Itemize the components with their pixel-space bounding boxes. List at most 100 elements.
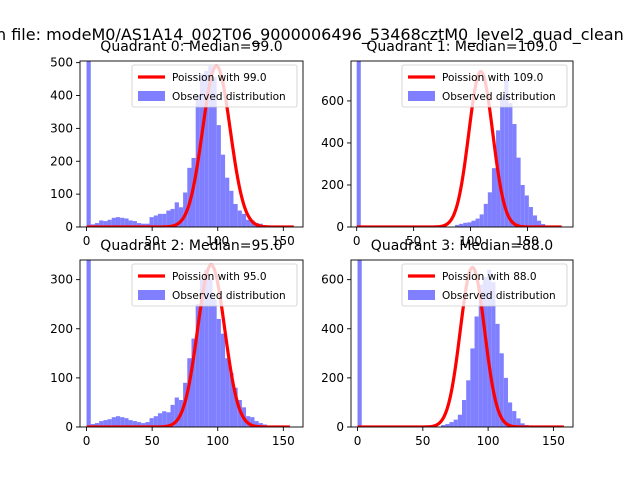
histogram-bar — [237, 210, 242, 227]
x-tick-label: 0 — [83, 434, 91, 448]
histogram-bar — [128, 220, 133, 227]
histogram-bar — [162, 213, 167, 227]
y-tick-label: 400 — [321, 136, 344, 150]
axes-frame — [350, 60, 574, 228]
histogram-bar — [229, 190, 234, 227]
y-tick-label: 300 — [50, 273, 73, 287]
histogram-bar — [457, 414, 462, 427]
histogram-bar — [357, 260, 362, 427]
plot-area — [85, 61, 295, 227]
legend-poisson-label: Poission with 99.0 — [172, 72, 267, 84]
histogram-bar — [487, 192, 492, 227]
histogram-bar — [532, 215, 538, 227]
histogram-bar — [111, 417, 116, 427]
histogram-bar — [459, 223, 464, 227]
legend: Poission with 99.0 Observed distribution — [131, 64, 298, 108]
histogram-bar — [157, 413, 163, 427]
histogram-bar — [491, 168, 497, 227]
histogram-bar — [229, 372, 234, 427]
legend: Poission with 88.0 Observed distribution — [401, 263, 568, 307]
histogram-bar — [453, 419, 458, 427]
y-tick-label: 200 — [50, 154, 73, 168]
histogram-bar — [111, 217, 116, 227]
histogram-bar — [220, 154, 226, 227]
histogram-bar — [220, 333, 226, 427]
subplot-title: Quadrant 2: Median=95.0 — [100, 238, 282, 254]
histogram-bar — [141, 223, 146, 227]
y-tick-label: 0 — [336, 220, 344, 234]
legend-box — [131, 64, 298, 108]
legend-poisson-label: Poission with 88.0 — [442, 271, 537, 283]
histogram-bar — [187, 167, 192, 227]
histogram-bar — [246, 219, 251, 227]
histogram-bar — [103, 420, 108, 427]
histogram-bar — [356, 61, 361, 227]
histogram-bar — [128, 420, 133, 427]
poisson-curve — [356, 265, 565, 427]
y-tick-label: 0 — [65, 220, 73, 234]
histogram-bar — [204, 269, 209, 427]
legend: Poission with 95.0 Observed distribution — [131, 263, 298, 307]
histogram-bar — [120, 217, 125, 227]
y-tick-label: 100 — [50, 187, 73, 201]
histogram-bar — [212, 299, 217, 427]
histogram-bar — [512, 124, 517, 227]
histogram-bar — [478, 284, 483, 427]
histogram-bar — [208, 279, 213, 427]
legend-observed-swatch — [138, 290, 165, 300]
histogram-bar — [520, 423, 525, 427]
histogram-bar — [120, 417, 125, 427]
x-tick-label: 50 — [145, 234, 160, 248]
histogram-bar — [195, 304, 200, 427]
histogram-bar — [482, 277, 488, 427]
histogram-bar — [124, 418, 129, 427]
y-tick-label: 200 — [50, 322, 73, 336]
x-tick-label: 50 — [406, 234, 421, 248]
histogram-bar — [483, 203, 488, 227]
histogram-bar — [524, 195, 529, 227]
y-tick-label: 400 — [321, 322, 344, 336]
legend-poisson-label: Poission with 109.0 — [442, 72, 543, 84]
histogram-bar — [225, 358, 230, 427]
legend: Poission with 109.0 Observed distribution — [401, 64, 568, 108]
x-tick-label: 0 — [354, 434, 362, 448]
axes-frame — [350, 259, 574, 428]
x-tick-label: 50 — [415, 434, 430, 448]
histogram-bar — [233, 387, 238, 427]
histogram-bar — [491, 282, 496, 427]
histogram-bar — [145, 422, 150, 427]
histogram-bar — [107, 219, 112, 227]
histogram-bar — [441, 425, 446, 427]
histogram-bar — [174, 202, 179, 227]
x-tick-label: 100 — [206, 434, 229, 448]
histogram-bar — [187, 358, 192, 427]
legend-poisson-label: Poission with 95.0 — [172, 271, 267, 283]
histogram-bar — [136, 422, 142, 427]
histogram-bar — [132, 221, 137, 227]
y-tick-label: 0 — [65, 420, 73, 434]
subplot-title: Quadrant 0: Median=99.0 — [100, 39, 282, 55]
histogram-bar — [191, 338, 196, 427]
histogram-bar — [157, 213, 163, 227]
histogram-bar — [94, 223, 100, 227]
histogram-bar — [170, 404, 175, 427]
histogram-bar — [479, 214, 484, 227]
histogram-bar — [225, 177, 230, 227]
histogram-bar — [107, 419, 112, 427]
histogram-bar — [463, 222, 468, 227]
x-tick-label: 150 — [516, 234, 539, 248]
axes-frame — [79, 259, 304, 428]
histogram-bar — [141, 423, 146, 427]
histogram-bar — [508, 103, 513, 227]
histogram-bar — [467, 222, 472, 227]
histogram-bar — [471, 220, 476, 227]
y-tick-label: 600 — [321, 273, 344, 287]
plot-area — [356, 260, 565, 427]
histogram-bar — [487, 269, 492, 427]
histogram-bar — [233, 203, 238, 227]
x-tick-label: 100 — [459, 234, 482, 248]
histogram-bar — [149, 217, 154, 227]
histogram-bar — [99, 421, 104, 427]
histogram-bar — [162, 411, 167, 427]
